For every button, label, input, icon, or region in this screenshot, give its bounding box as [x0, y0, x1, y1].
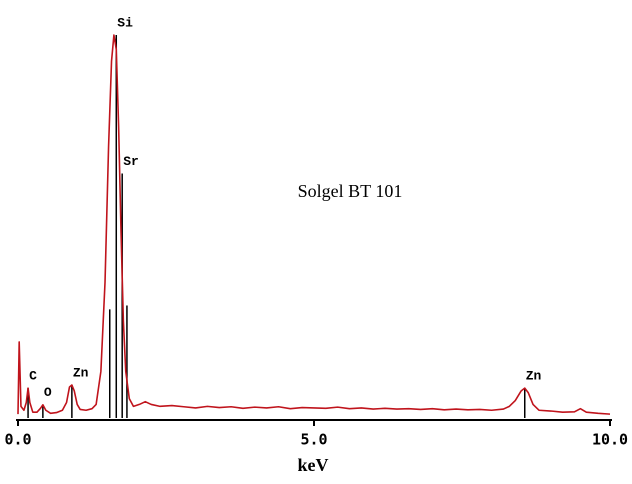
x-tick-label: 10.0: [592, 431, 628, 449]
x-tick-label: 5.0: [300, 431, 327, 449]
spectrum-line: [17, 34, 611, 415]
element-label: Zn: [526, 369, 542, 384]
element-label: Si: [117, 15, 133, 30]
element-label: Zn: [73, 365, 89, 380]
x-axis-label: keV: [298, 455, 329, 475]
element-label: C: [29, 369, 37, 384]
x-tick-label: 0.0: [4, 431, 31, 449]
annotation: Solgel BT 101: [298, 181, 403, 201]
element-label: O: [44, 385, 52, 400]
element-label: Sr: [123, 154, 139, 169]
